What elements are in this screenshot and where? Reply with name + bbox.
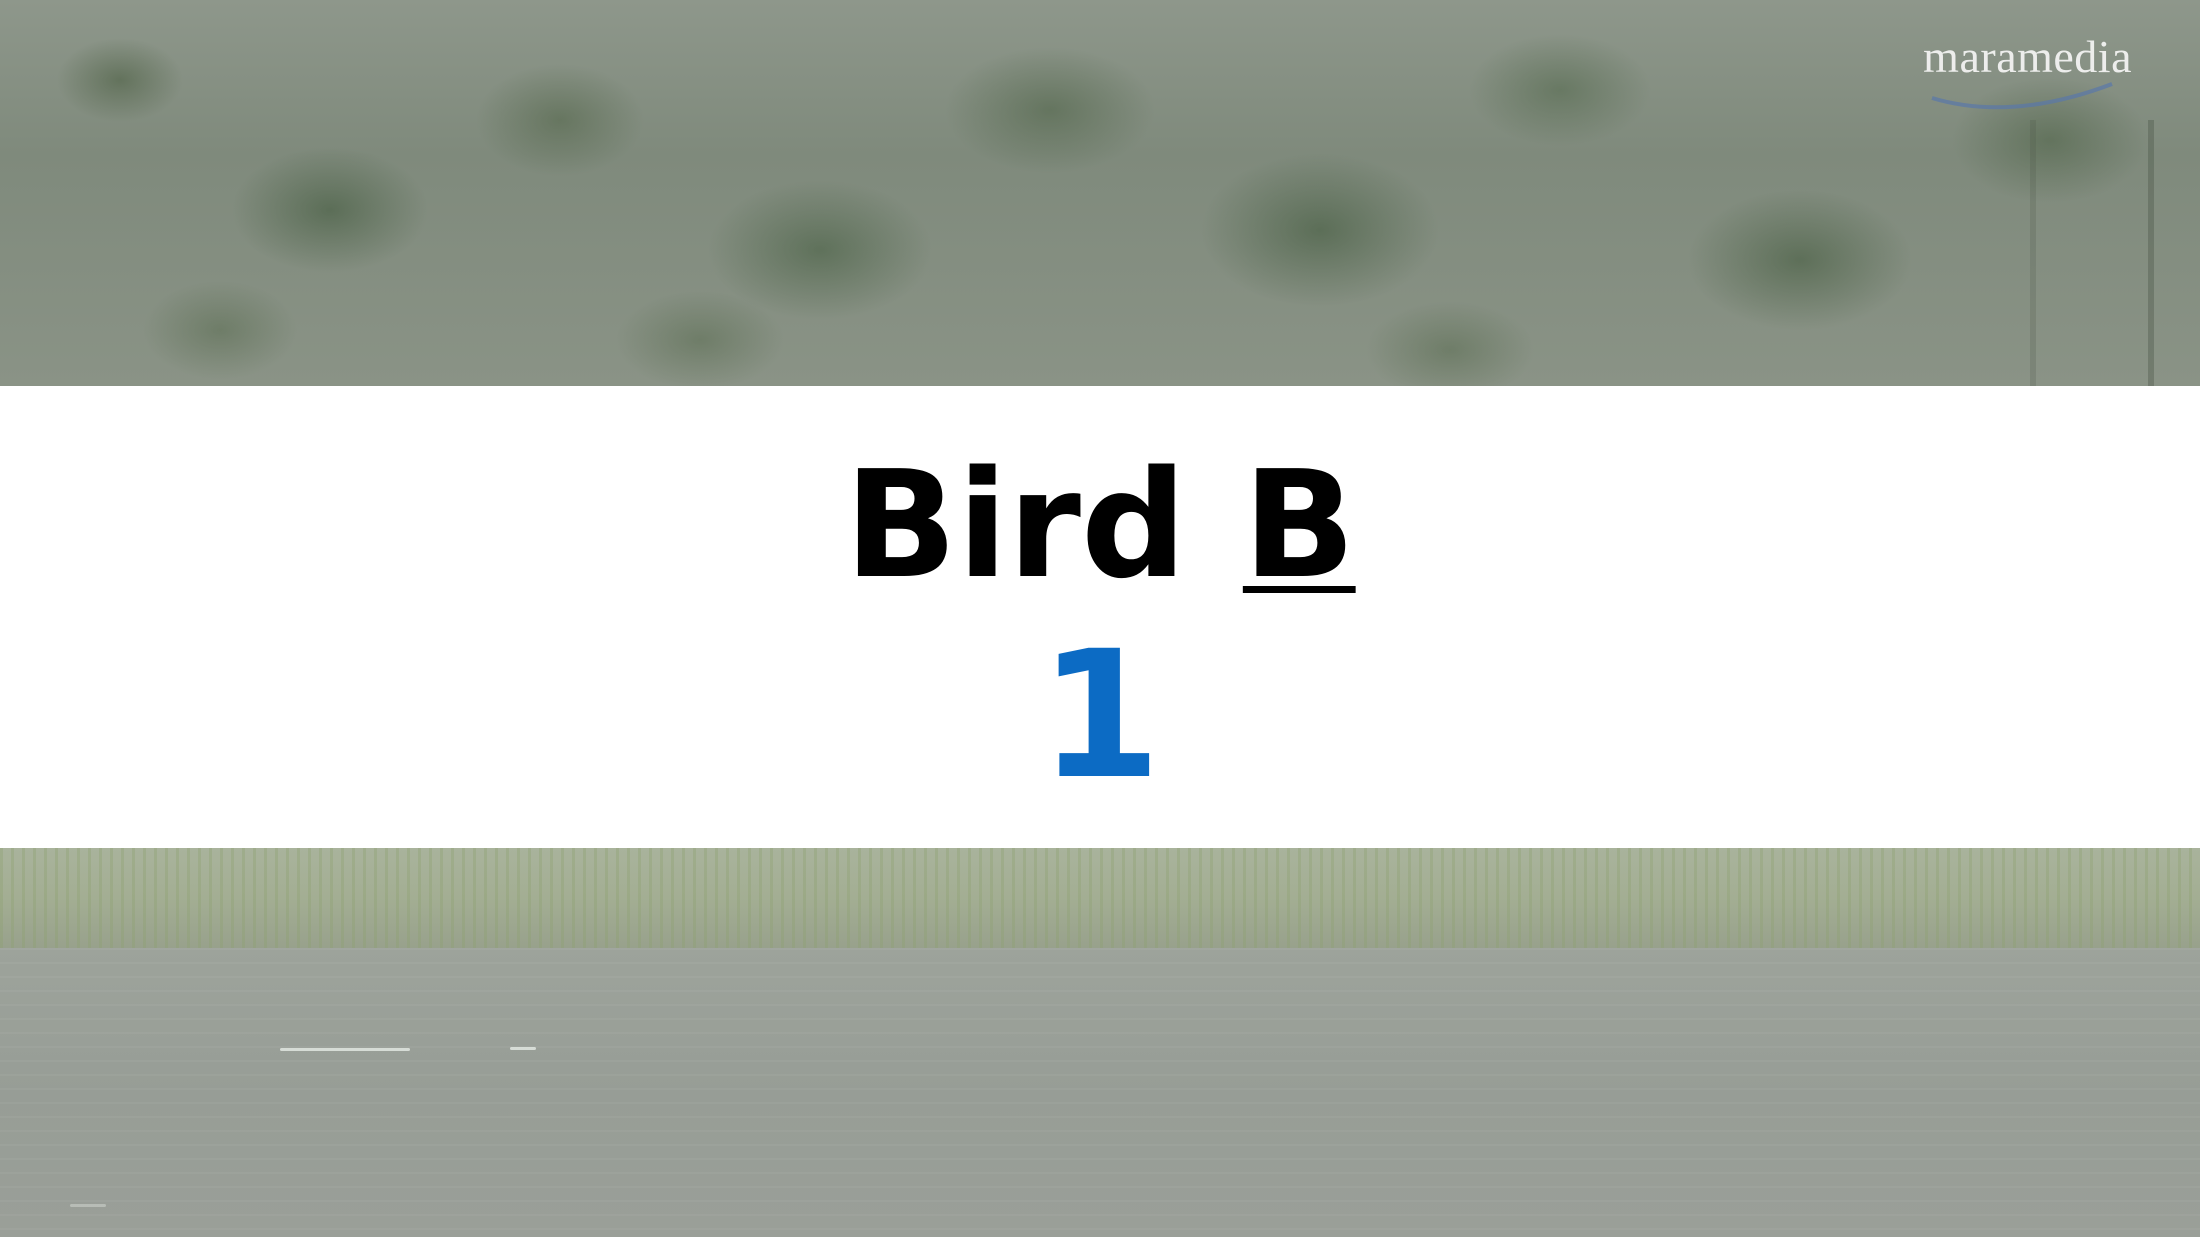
water-ripple xyxy=(280,1048,410,1051)
background-water-image xyxy=(0,948,2200,1237)
background-trees-image xyxy=(0,0,2200,386)
title-banner: Bird B 1 xyxy=(0,386,2200,848)
logo-swoosh-icon xyxy=(1931,82,2113,110)
background-grass-image xyxy=(0,848,2200,948)
slide-number: 1 xyxy=(1038,613,1162,818)
logo-text: maramedia xyxy=(1923,31,2132,82)
tree-trunk xyxy=(2030,120,2036,386)
title-word: Bird xyxy=(844,439,1187,611)
tree-trunk xyxy=(2148,120,2154,386)
water-ripple xyxy=(70,1204,106,1207)
slide-title: Bird B xyxy=(0,440,2200,610)
water-ripple xyxy=(510,1047,536,1050)
title-letter: B xyxy=(1242,439,1356,611)
maramedia-logo: maramedia xyxy=(1832,30,2132,110)
